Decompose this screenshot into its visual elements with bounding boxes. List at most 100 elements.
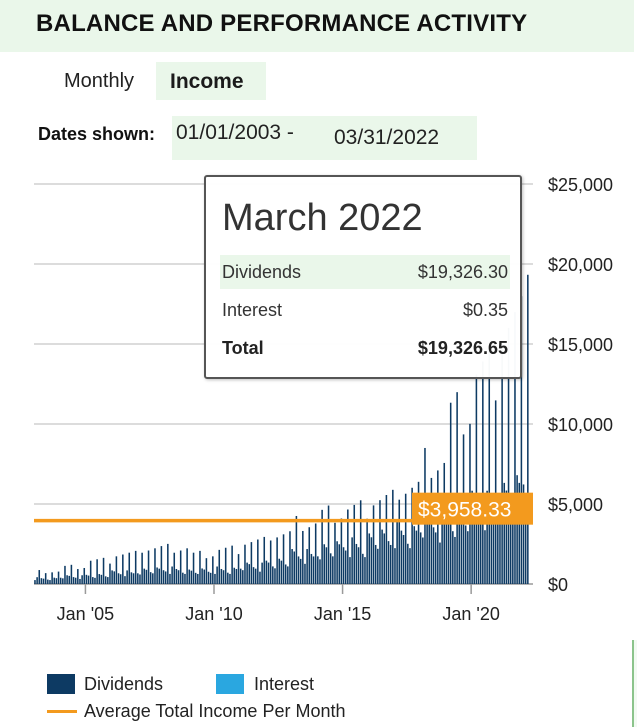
bar-dividends — [231, 545, 233, 584]
y-tick-label: $0 — [548, 575, 568, 595]
bar-dividends — [426, 512, 428, 584]
bar-dividends — [55, 578, 58, 584]
legend-dividends[interactable]: Dividends — [84, 674, 164, 694]
bar-dividends — [160, 546, 163, 584]
bar-dividends — [42, 578, 45, 584]
date-start[interactable]: 01/01/2003 - — [176, 121, 294, 144]
bar-dividends — [488, 348, 491, 584]
bar-dividends — [287, 566, 289, 584]
bar-dividends — [413, 526, 416, 584]
bar-dividends — [257, 539, 259, 584]
bar-dividends — [447, 519, 450, 584]
bar-dividends — [205, 558, 208, 584]
bar-dividends — [501, 343, 503, 584]
bar-dividends — [222, 570, 225, 584]
bar-dividends — [398, 499, 401, 584]
bar-dividends — [235, 568, 238, 584]
bar-dividends — [83, 567, 86, 584]
bar-dividends — [514, 312, 516, 584]
average-label: $3,958.33 — [418, 499, 511, 522]
bar-dividends — [192, 552, 195, 584]
dates-shown-label: Dates shown: — [38, 124, 156, 144]
bar-dividends — [280, 560, 283, 584]
bar-dividends — [471, 490, 473, 584]
bar-dividends — [220, 568, 223, 584]
bar-dividends — [338, 544, 341, 584]
bar-dividends — [484, 530, 486, 584]
bar-dividends — [64, 565, 66, 584]
tab-income[interactable]: Income — [170, 70, 244, 93]
bar-dividends — [520, 296, 523, 584]
bar-dividends — [171, 566, 173, 584]
bar-dividends — [434, 532, 437, 584]
y-tick-label: $10,000 — [548, 415, 613, 435]
bar-dividends — [252, 567, 255, 584]
bar-dividends — [374, 544, 377, 584]
bar-dividends — [188, 569, 191, 584]
bar-dividends — [250, 542, 253, 584]
bar-dividends — [68, 575, 71, 584]
bar-dividends — [184, 573, 186, 584]
tooltip-label: Dividends — [222, 262, 302, 282]
bar-dividends — [332, 556, 334, 584]
bar-dividends — [62, 578, 64, 584]
bar-dividends — [143, 568, 146, 584]
bar-dividends — [428, 517, 431, 584]
period-selector[interactable]: Monthly — [64, 70, 135, 92]
bar-dividends — [336, 541, 338, 584]
title-bar — [0, 0, 634, 52]
bar-dividends — [357, 547, 360, 584]
bar-dividends — [419, 532, 422, 584]
bar-dividends — [152, 573, 154, 584]
bar-dividends — [246, 562, 248, 584]
bar-dividends — [368, 533, 371, 584]
bar-dividends — [40, 578, 43, 584]
bar-dividends — [509, 505, 512, 584]
bar-dividends — [379, 500, 381, 584]
bar-dividends — [237, 554, 240, 584]
bar-dividends — [89, 560, 92, 584]
x-tick-label: Jan '05 — [57, 604, 114, 624]
bar-dividends — [503, 482, 506, 584]
bar-dividends — [344, 550, 347, 584]
bar-dividends — [224, 547, 227, 584]
bar-dividends — [261, 562, 263, 584]
bar-dividends — [417, 481, 420, 584]
bar-dividends — [415, 530, 418, 584]
bar-dividends — [79, 578, 81, 584]
bar-dividends — [512, 513, 514, 584]
bar-dividends — [38, 570, 41, 584]
bar-dividends — [162, 570, 165, 584]
bar-dividends — [259, 571, 261, 584]
date-end[interactable]: 03/31/2022 — [334, 126, 440, 149]
bar-dividends — [158, 568, 161, 584]
bar-dividends — [242, 570, 244, 584]
bar-dividends — [497, 513, 499, 584]
legend-interest[interactable]: Interest — [254, 674, 315, 694]
bar-dividends — [239, 568, 242, 584]
bar-dividends — [173, 552, 176, 584]
income-tab-highlight — [156, 62, 266, 100]
bar-dividends — [145, 569, 148, 584]
bar-dividends — [518, 482, 521, 584]
date-range-field[interactable] — [172, 116, 477, 160]
bar-dividends — [394, 548, 396, 584]
bar-dividends — [482, 361, 484, 584]
bar-dividends — [218, 549, 221, 584]
bar-dividends — [460, 513, 463, 584]
legend-swatch-dividends[interactable] — [47, 674, 75, 694]
bar-dividends — [404, 493, 407, 584]
bar-dividends — [36, 577, 38, 584]
bar-dividends — [269, 540, 272, 584]
legend-swatch-interest[interactable] — [216, 674, 244, 694]
bar-dividends — [167, 543, 169, 584]
bar-dividends — [445, 513, 448, 584]
bar-dividends — [407, 543, 409, 584]
bar-dividends — [381, 529, 383, 584]
bar-dividends — [492, 510, 495, 584]
bar-dividends — [72, 577, 75, 584]
bar-dividends — [334, 522, 336, 584]
bar-dividends — [308, 527, 311, 584]
bar-dividends — [212, 556, 214, 584]
bar-dividends — [278, 558, 281, 584]
